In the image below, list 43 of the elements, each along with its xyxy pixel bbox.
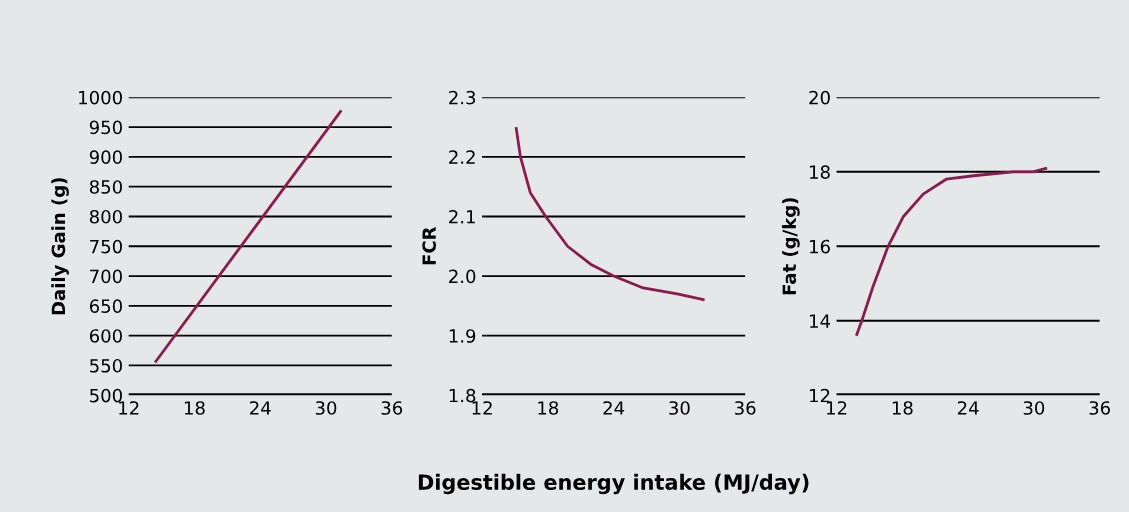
x-tick-label: 12 xyxy=(119,401,139,415)
x-tick-label: 12 xyxy=(472,401,492,415)
y-tick-label: 850 xyxy=(89,180,122,194)
y-axis-title: Daily Gain (g) xyxy=(51,178,69,315)
x-tick-label: 36 xyxy=(735,401,756,415)
y-tick-label: 600 xyxy=(89,329,122,343)
y-tick-label: 750 xyxy=(90,239,122,254)
y-tick-label: 900 xyxy=(89,150,122,164)
y-tick-label: 2.2 xyxy=(449,150,475,164)
x-tick-label: 30 xyxy=(315,401,337,415)
y-tick-label: 1.9 xyxy=(449,329,476,343)
x-tick-label: 36 xyxy=(381,401,403,415)
line-series xyxy=(854,166,1049,338)
x-tick-label: 18 xyxy=(184,401,205,415)
y-tick-label: 12 xyxy=(810,388,830,403)
y-tick-label: 18 xyxy=(810,165,830,179)
y-tick-label: 2.3 xyxy=(449,90,476,105)
x-tick-label: 24 xyxy=(603,401,625,415)
y-tick-label: 950 xyxy=(89,120,122,135)
x-tick-label: 18 xyxy=(892,401,913,415)
x-axis-title: Digestible energy intake (MJ/day) xyxy=(418,473,809,495)
y-tick-label: 800 xyxy=(89,209,122,224)
y-tick-label: 550 xyxy=(90,358,122,373)
y-tick-label: 2.0 xyxy=(449,269,476,284)
y-tick-label: 650 xyxy=(89,299,122,313)
y-axis-title: Fat (g/kg) xyxy=(782,198,800,295)
y-tick-label: 14 xyxy=(810,314,831,328)
y-tick-label: 1.8 xyxy=(449,388,476,403)
x-tick-label: 12 xyxy=(827,401,847,415)
x-tick-label: 24 xyxy=(957,401,979,415)
y-tick-label: 500 xyxy=(90,388,122,403)
x-tick-label: 36 xyxy=(1089,401,1110,415)
y-axis-title: FCR xyxy=(422,226,436,265)
y-tick-label: 20 xyxy=(809,90,830,105)
y-tick-label: 2.1 xyxy=(449,209,475,224)
y-tick-label: 1000 xyxy=(79,90,122,105)
x-tick-label: 18 xyxy=(538,401,559,415)
x-tick-label: 30 xyxy=(669,401,690,415)
y-tick-label: 16 xyxy=(810,239,830,254)
line-series xyxy=(514,125,706,302)
y-tick-label: 700 xyxy=(90,269,122,284)
x-tick-label: 30 xyxy=(1023,401,1045,415)
x-tick-label: 24 xyxy=(250,401,271,415)
